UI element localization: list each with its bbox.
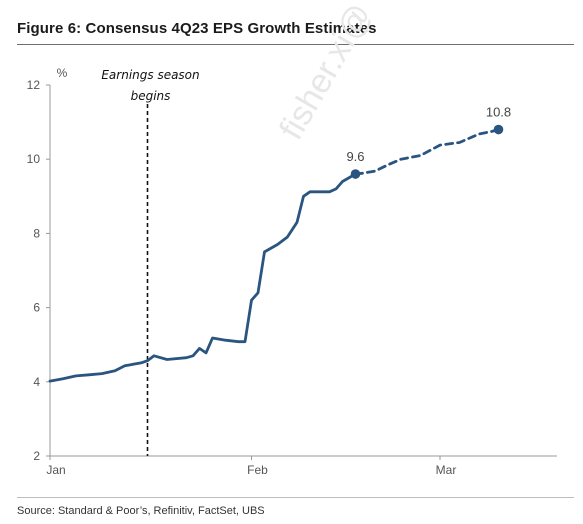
x-tick-label: Feb [247,463,268,477]
y-unit-label: % [57,66,68,80]
x-tick-label: Jan [46,463,65,477]
end-value-label: 9.6 [346,149,364,164]
y-tick-label: 2 [33,449,40,463]
estimate-series-line [354,128,500,176]
actual-series-line [48,172,357,383]
y-tick-label: 4 [33,375,40,389]
y-tick-label: 8 [33,226,40,240]
series-end-point [350,169,361,179]
source-rule [17,497,574,498]
annotation-group: Earnings season begins [101,68,200,456]
annotation-text: Earnings season [101,68,199,82]
series-end-point [493,124,504,135]
title-rule [17,44,574,45]
annotation-text: begins [131,89,171,103]
source-note: Source: Standard & Poor’s, Refinitiv, Fa… [17,505,265,517]
y-tick-label: 12 [27,78,41,92]
figure-title: Figure 6: Consensus 4Q23 EPS Growth Esti… [17,20,377,37]
x-tick-label: Mar [436,463,457,477]
watermark-text: fisher.xi@ [272,0,380,146]
end-value-label: 10.8 [486,105,511,120]
data-labels: 9.6 10.8 [346,105,511,179]
y-tick-label: 10 [27,152,41,166]
chart-axes: 2 4 6 8 10 12% Jan Feb Mar [27,66,557,477]
y-tick-label: 6 [33,301,40,315]
series-lines [48,128,500,383]
